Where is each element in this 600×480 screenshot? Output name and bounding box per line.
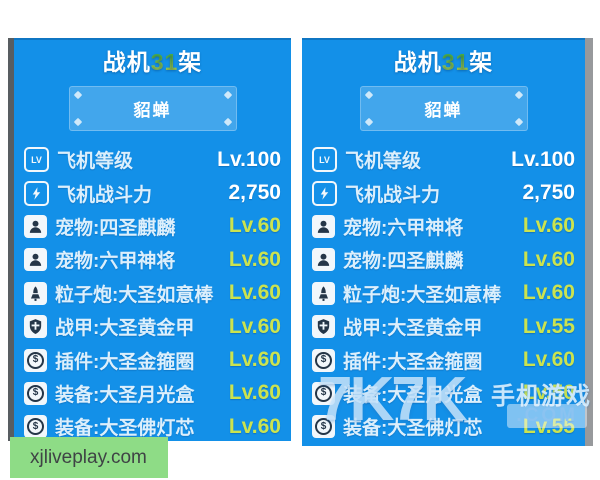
stat-value: Lv.60 [228, 214, 281, 238]
stat-label: 宠物:六甲神将 [343, 217, 464, 239]
panel-title: 战机31架 [24, 43, 281, 77]
stat-value: Lv.50 [522, 381, 575, 405]
pet-icon [312, 214, 335, 238]
pilot-button[interactable]: 貂蝉 [359, 86, 528, 131]
stat-row-equipment: $ 装备:大圣佛灯芯 Lv.55 [312, 410, 575, 443]
coin-icon: $ [24, 381, 47, 405]
lightning-icon [312, 180, 337, 206]
stat-label: 粒子炮:大圣如意棒 [343, 284, 502, 306]
stat-value: Lv.60 [228, 381, 281, 405]
stat-label: 飞机战斗力 [57, 184, 153, 206]
stat-label: 宠物:六甲神将 [55, 251, 176, 273]
stat-value: Lv.60 [228, 247, 281, 271]
stat-row-equipment: $ 装备:大圣月光盒 Lv.60 [24, 377, 281, 410]
lv-badge-icon: LV [312, 147, 337, 173]
coin-icon: $ [24, 348, 47, 372]
stat-row-pet: 宠物:六甲神将 Lv.60 [312, 210, 575, 243]
stat-value: Lv.60 [522, 348, 575, 372]
cannon-icon [312, 281, 335, 305]
stat-rows: LV 飞机等级 Lv.100 飞机战斗力 2,750 宠物:四圣麒麟 Lv.60… [24, 143, 281, 444]
pet-icon [24, 248, 47, 272]
stat-row-plugin: $ 插件:大圣金箍圈 Lv.60 [312, 343, 575, 376]
title-prefix: 战机 [393, 49, 442, 75]
stat-row-plane-level: LV 飞机等级 Lv.100 [24, 143, 281, 176]
title-prefix: 战机 [102, 49, 151, 75]
stat-row-pet: 宠物:四圣麒麟 Lv.60 [312, 243, 575, 276]
stat-row-plane-level: LV 飞机等级 Lv.100 [312, 143, 575, 176]
panel-title: 战机31架 [312, 43, 575, 77]
coin-icon: $ [24, 415, 47, 439]
stat-value: Lv.60 [522, 214, 575, 238]
pilot-button[interactable]: 貂蝉 [68, 86, 237, 131]
corner-dot-icon [514, 90, 523, 100]
stat-value: 2,750 [522, 181, 575, 205]
cannon-icon [24, 281, 47, 305]
stat-row-equipment: $ 装备:大圣月光盒 Lv.50 [312, 377, 575, 410]
corner-dot-icon [223, 117, 232, 127]
stat-label: 飞机等级 [57, 151, 134, 173]
stat-value: 2,750 [228, 181, 281, 205]
stat-row-combat-power: 飞机战斗力 2,750 [24, 176, 281, 209]
shield-icon [24, 315, 47, 339]
coin-icon: $ [312, 348, 335, 372]
corner-dot-icon [514, 117, 523, 127]
stat-row-pet: 宠物:四圣麒麟 Lv.60 [24, 210, 281, 243]
stat-value: Lv.55 [522, 414, 575, 438]
stat-label: 飞机战斗力 [345, 184, 441, 206]
pet-icon [312, 248, 335, 272]
stat-label: 粒子炮:大圣如意棒 [55, 284, 214, 306]
stat-value: Lv.60 [522, 247, 575, 271]
corner-dot-icon [73, 90, 82, 100]
corner-dot-icon [223, 90, 232, 100]
stat-label: 宠物:四圣麒麟 [55, 217, 176, 239]
stat-value: Lv.60 [228, 414, 281, 438]
stat-label: 战甲:大圣黄金甲 [343, 318, 483, 340]
stat-value: Lv.55 [522, 314, 575, 338]
pilot-button-label: 貂蝉 [133, 101, 172, 120]
stat-value: Lv.100 [217, 147, 281, 171]
stat-value: Lv.60 [228, 348, 281, 372]
corner-dot-icon [364, 117, 373, 127]
lv-badge-icon: LV [24, 147, 49, 173]
site-watermark-badge: xjliveplay.com [10, 437, 168, 478]
stat-label: 插件:大圣金箍圈 [55, 351, 195, 373]
shield-icon [312, 315, 335, 339]
corner-dot-icon [364, 90, 373, 100]
stat-row-armor: 战甲:大圣黄金甲 Lv.60 [24, 310, 281, 343]
stat-value: Lv.60 [228, 314, 281, 338]
stat-value: Lv.100 [511, 147, 575, 171]
corner-dot-icon [73, 117, 82, 127]
fighter-panel-right: 战机31架 貂蝉 LV 飞机等级 Lv.100 飞机战斗力 2,750 [302, 38, 593, 446]
fighter-panel-left: 战机31架 貂蝉 LV 飞机等级 Lv.100 飞机战斗力 2,750 [8, 38, 291, 441]
stat-label: 装备:大圣佛灯芯 [343, 418, 483, 440]
lightning-icon [24, 180, 49, 206]
stat-label: 宠物:四圣麒麟 [343, 251, 464, 273]
stat-row-plugin: $ 插件:大圣金箍圈 Lv.60 [24, 343, 281, 376]
stat-rows: LV 飞机等级 Lv.100 飞机战斗力 2,750 宠物:六甲神将 Lv.60… [312, 143, 575, 444]
stat-row-cannon: 粒子炮:大圣如意棒 Lv.60 [312, 277, 575, 310]
stat-row-combat-power: 飞机战斗力 2,750 [312, 176, 575, 209]
pilot-button-label: 貂蝉 [424, 101, 463, 120]
stat-label: 飞机等级 [345, 151, 422, 173]
title-suffix: 架 [178, 49, 203, 75]
stat-label: 装备:大圣月光盒 [55, 384, 195, 406]
title-suffix: 架 [469, 49, 494, 75]
stat-value: Lv.60 [522, 281, 575, 305]
stat-row-armor: 战甲:大圣黄金甲 Lv.55 [312, 310, 575, 343]
stat-label: 插件:大圣金箍圈 [343, 351, 483, 373]
fighter-count: 31 [150, 49, 179, 75]
stat-row-equipment: $ 装备:大圣佛灯芯 Lv.60 [24, 410, 281, 443]
stat-value: Lv.60 [228, 281, 281, 305]
stat-row-cannon: 粒子炮:大圣如意棒 Lv.60 [24, 277, 281, 310]
coin-icon: $ [312, 415, 335, 439]
fighter-count: 31 [441, 49, 470, 75]
stat-label: 装备:大圣佛灯芯 [55, 418, 195, 440]
pet-icon [24, 214, 47, 238]
stat-label: 装备:大圣月光盒 [343, 384, 483, 406]
site-watermark-text: xjliveplay.com [30, 446, 147, 468]
coin-icon: $ [312, 381, 335, 405]
stat-label: 战甲:大圣黄金甲 [55, 318, 195, 340]
stat-row-pet: 宠物:六甲神将 Lv.60 [24, 243, 281, 276]
